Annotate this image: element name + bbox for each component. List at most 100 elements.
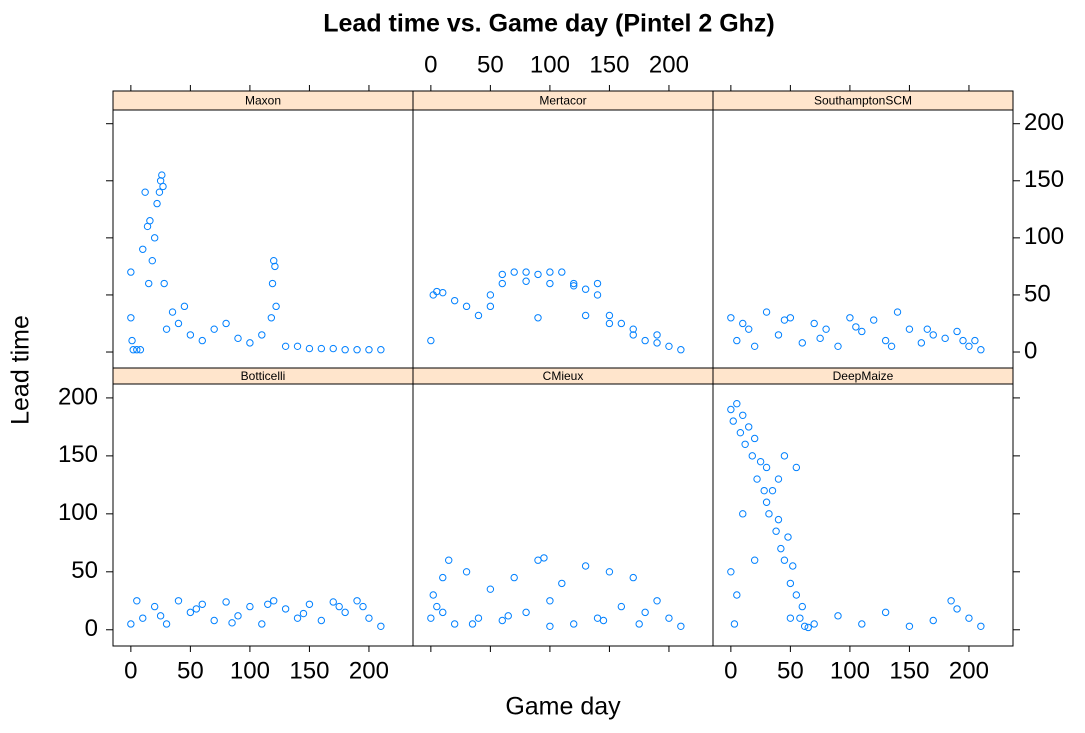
x-tick-label: 50	[477, 51, 504, 78]
data-point	[127, 268, 135, 276]
data-point	[153, 199, 161, 208]
data-point	[617, 319, 626, 328]
data-point	[329, 598, 337, 606]
data-point	[534, 270, 542, 279]
data-point	[581, 285, 590, 293]
data-point	[733, 400, 741, 408]
data-point	[653, 331, 661, 339]
x-tick-label: 0	[124, 657, 137, 684]
panel	[712, 109, 1014, 369]
data-point	[136, 346, 145, 354]
data-point	[977, 346, 985, 354]
data-point	[258, 331, 266, 339]
data-point	[748, 452, 756, 460]
data-point	[947, 597, 955, 605]
data-point	[780, 556, 789, 564]
strip-label: CMieux	[543, 369, 584, 383]
data-point	[264, 600, 272, 608]
data-point	[741, 440, 749, 448]
x-tick-label: 50	[777, 657, 804, 684]
data-point	[881, 336, 890, 345]
data-point	[159, 182, 167, 191]
data-point	[198, 336, 206, 345]
y-tick-label: 50	[71, 557, 98, 584]
data-point	[834, 612, 842, 620]
data-point	[736, 428, 745, 437]
x-tick-label: 0	[724, 657, 737, 684]
data-point	[210, 325, 218, 333]
data-point	[810, 319, 818, 328]
data-point	[739, 319, 747, 328]
panel	[412, 109, 714, 369]
data-point	[581, 562, 590, 570]
data-point	[329, 344, 337, 353]
data-point	[341, 608, 349, 617]
data-point	[677, 346, 685, 354]
data-point	[917, 339, 926, 347]
data-point	[800, 622, 809, 630]
data-point	[798, 602, 806, 611]
data-point	[774, 331, 783, 339]
data-point	[593, 279, 602, 288]
data-point	[305, 344, 314, 353]
data-point	[605, 319, 614, 328]
data-point	[293, 342, 302, 351]
data-point	[133, 346, 141, 354]
data-point	[780, 316, 789, 324]
data-point	[427, 614, 435, 622]
data-point	[534, 314, 542, 322]
panel	[712, 383, 1014, 647]
data-point	[965, 342, 973, 351]
strip-label: Botticelli	[241, 369, 286, 383]
data-point	[486, 585, 495, 593]
data-point	[427, 336, 435, 345]
data-point	[605, 568, 614, 576]
data-point	[570, 279, 578, 288]
data-point	[486, 291, 495, 299]
data-point	[150, 234, 159, 242]
data-point	[504, 612, 512, 620]
data-point	[756, 457, 765, 466]
data-point	[971, 336, 979, 345]
y-tick-label: 100	[1024, 223, 1064, 250]
data-point	[486, 302, 495, 311]
data-point	[168, 308, 177, 316]
data-point	[546, 597, 554, 605]
data-point	[762, 308, 771, 316]
data-point	[641, 336, 649, 345]
data-point	[439, 288, 447, 297]
y-axis-label: Lead time	[7, 315, 35, 425]
data-point	[789, 562, 797, 570]
data-point	[798, 339, 806, 347]
data-point	[228, 619, 236, 627]
data-point	[353, 346, 361, 354]
data-point	[762, 463, 771, 472]
data-point	[534, 556, 542, 564]
data-point	[846, 314, 854, 322]
y-tick-label: 0	[85, 615, 98, 642]
data-point	[234, 334, 242, 343]
data-point	[635, 620, 643, 628]
data-point	[222, 319, 230, 328]
data-point	[834, 342, 842, 351]
data-point	[522, 608, 530, 617]
data-point	[433, 602, 441, 611]
data-point	[786, 579, 795, 588]
data-point	[665, 342, 673, 351]
data-point	[858, 620, 866, 628]
data-point	[774, 475, 783, 483]
data-point	[905, 325, 914, 333]
data-point	[786, 314, 795, 322]
data-point	[786, 614, 795, 622]
data-point	[745, 423, 753, 431]
data-point	[234, 612, 242, 620]
data-point	[762, 498, 771, 506]
data-point	[796, 614, 804, 622]
y-tick-label: 50	[1024, 280, 1051, 307]
data-point	[893, 308, 902, 316]
data-point	[804, 623, 812, 632]
data-point	[160, 279, 168, 288]
data-point	[750, 434, 759, 443]
data-point	[953, 327, 961, 336]
data-point	[558, 268, 566, 276]
